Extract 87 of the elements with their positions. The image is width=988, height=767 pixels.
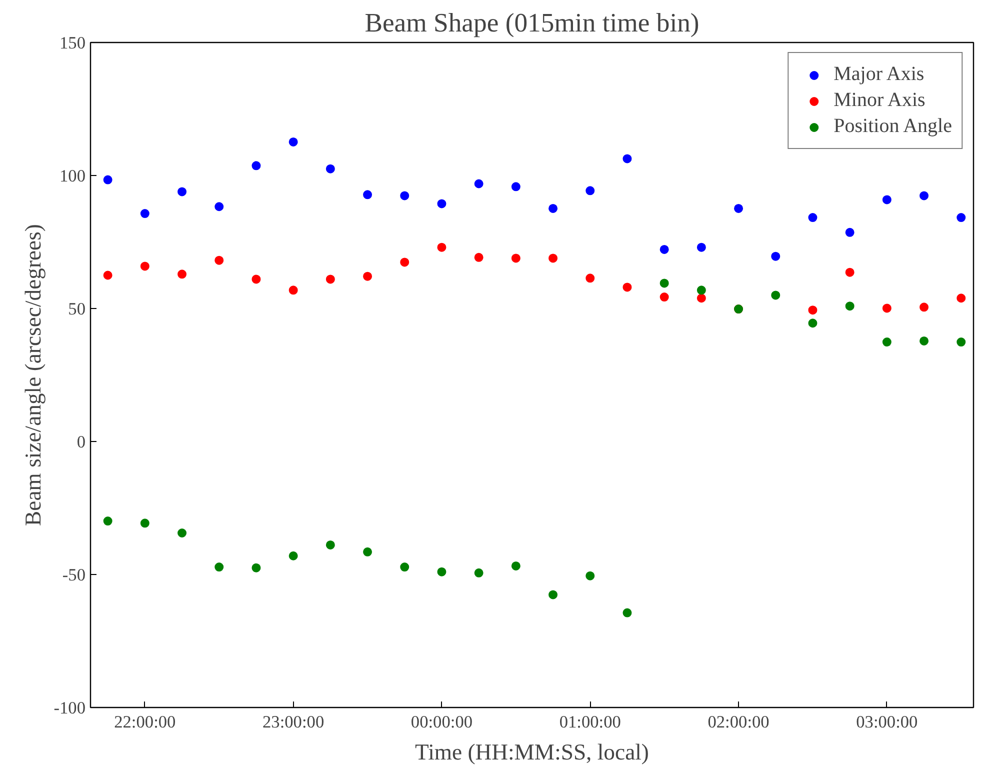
point bbox=[103, 175, 112, 184]
point bbox=[474, 252, 484, 262]
y-tick-label: 0 bbox=[76, 432, 86, 452]
x-tick-label: 23:00:00 bbox=[262, 712, 324, 732]
y-axis-title: Beam size/angle (arcsec/degrees) bbox=[20, 224, 46, 526]
point bbox=[845, 228, 854, 237]
point bbox=[252, 563, 261, 572]
point bbox=[920, 302, 929, 312]
point bbox=[696, 286, 706, 295]
point bbox=[808, 306, 818, 315]
legend-label: Major Axis bbox=[834, 63, 924, 86]
point bbox=[363, 547, 372, 556]
point bbox=[808, 213, 818, 222]
point bbox=[808, 318, 818, 328]
point bbox=[103, 270, 112, 280]
point bbox=[474, 179, 484, 188]
point bbox=[956, 294, 966, 303]
x-axis-title: Time (HH:MM:SS, local) bbox=[415, 740, 649, 764]
point bbox=[326, 164, 335, 174]
point bbox=[252, 161, 261, 170]
point bbox=[288, 551, 298, 560]
point bbox=[622, 282, 632, 292]
point bbox=[326, 540, 335, 550]
y-tick-label: 50 bbox=[68, 300, 86, 318]
point bbox=[252, 274, 261, 284]
point bbox=[882, 304, 892, 313]
point bbox=[920, 336, 929, 346]
point bbox=[511, 182, 520, 192]
x-tick-label: 00:00:00 bbox=[410, 712, 473, 732]
point bbox=[400, 258, 410, 267]
point bbox=[622, 154, 632, 164]
point bbox=[511, 254, 520, 263]
x-tick-label: 03:00:00 bbox=[856, 712, 918, 732]
point bbox=[288, 137, 298, 146]
point bbox=[548, 590, 558, 600]
point bbox=[140, 262, 150, 271]
point bbox=[882, 338, 892, 347]
point bbox=[214, 202, 224, 212]
point bbox=[288, 286, 298, 295]
point bbox=[214, 562, 224, 572]
y-tick-label: -50 bbox=[62, 566, 86, 584]
point bbox=[363, 190, 372, 200]
point bbox=[660, 278, 669, 288]
point bbox=[586, 186, 595, 196]
point bbox=[400, 562, 410, 572]
point bbox=[586, 571, 595, 580]
point bbox=[103, 516, 112, 526]
point bbox=[696, 242, 706, 252]
y-tick-label: -100 bbox=[54, 698, 86, 718]
point bbox=[326, 274, 335, 284]
point bbox=[845, 268, 854, 277]
point bbox=[660, 292, 669, 302]
point bbox=[178, 270, 187, 279]
point bbox=[771, 290, 780, 300]
point bbox=[400, 191, 410, 200]
point bbox=[178, 187, 187, 196]
x-tick-label: 22:00:00 bbox=[114, 712, 176, 732]
point bbox=[437, 242, 446, 252]
point bbox=[586, 274, 595, 283]
point bbox=[771, 252, 780, 261]
point bbox=[660, 244, 669, 254]
point bbox=[956, 213, 966, 222]
point bbox=[696, 294, 706, 303]
point bbox=[437, 567, 446, 576]
point bbox=[845, 302, 854, 311]
y-tick-label: 150 bbox=[60, 34, 86, 52]
chart-title: Beam Shape (015min time bin) bbox=[364, 8, 700, 38]
point bbox=[548, 254, 558, 263]
point bbox=[622, 608, 632, 618]
point bbox=[437, 199, 446, 208]
point bbox=[511, 561, 520, 570]
x-tick-label: 01:00:00 bbox=[559, 712, 621, 732]
point bbox=[140, 209, 150, 218]
legend-label: Position Angle bbox=[834, 115, 952, 138]
x-tick-label: 02:00:00 bbox=[708, 712, 770, 732]
y-tick-label: 100 bbox=[60, 166, 86, 186]
point bbox=[140, 518, 150, 528]
point bbox=[956, 338, 966, 347]
point bbox=[178, 528, 187, 538]
point bbox=[920, 191, 929, 200]
legend-label: Minor Axis bbox=[834, 89, 926, 112]
point bbox=[214, 256, 224, 265]
point bbox=[734, 204, 744, 213]
point bbox=[882, 195, 892, 204]
point bbox=[474, 568, 484, 578]
point bbox=[363, 272, 372, 281]
point bbox=[548, 204, 558, 213]
